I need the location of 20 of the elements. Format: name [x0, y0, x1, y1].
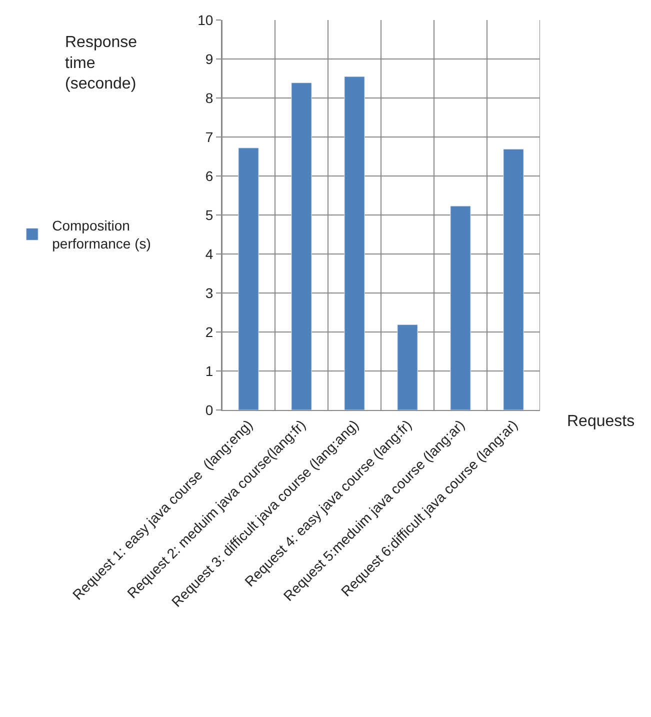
bar: [238, 148, 259, 410]
y-axis-title: Response time (seconde): [65, 34, 138, 93]
y-tick-label: 4: [205, 246, 214, 262]
legend-label: Composition performance (s): [52, 218, 151, 252]
bar: [503, 148, 524, 410]
y-tick-label: 9: [205, 50, 214, 67]
y-tick-label: 2: [205, 324, 214, 340]
y-tick-label: 5: [205, 206, 214, 223]
y-tick-label: 1: [205, 362, 214, 379]
y-tick-label: 10: [198, 12, 214, 28]
y-tick-label: 8: [205, 90, 214, 106]
bar: [344, 76, 365, 410]
bar: [397, 324, 418, 410]
bar: [450, 206, 471, 410]
y-tick-label: 0: [205, 402, 214, 418]
y-tick-label: 6: [205, 168, 214, 184]
y-tick-label: 3: [205, 284, 214, 301]
bar: [291, 82, 312, 410]
x-axis-title: Requests: [567, 413, 635, 430]
y-tick-label: 7: [205, 128, 214, 145]
